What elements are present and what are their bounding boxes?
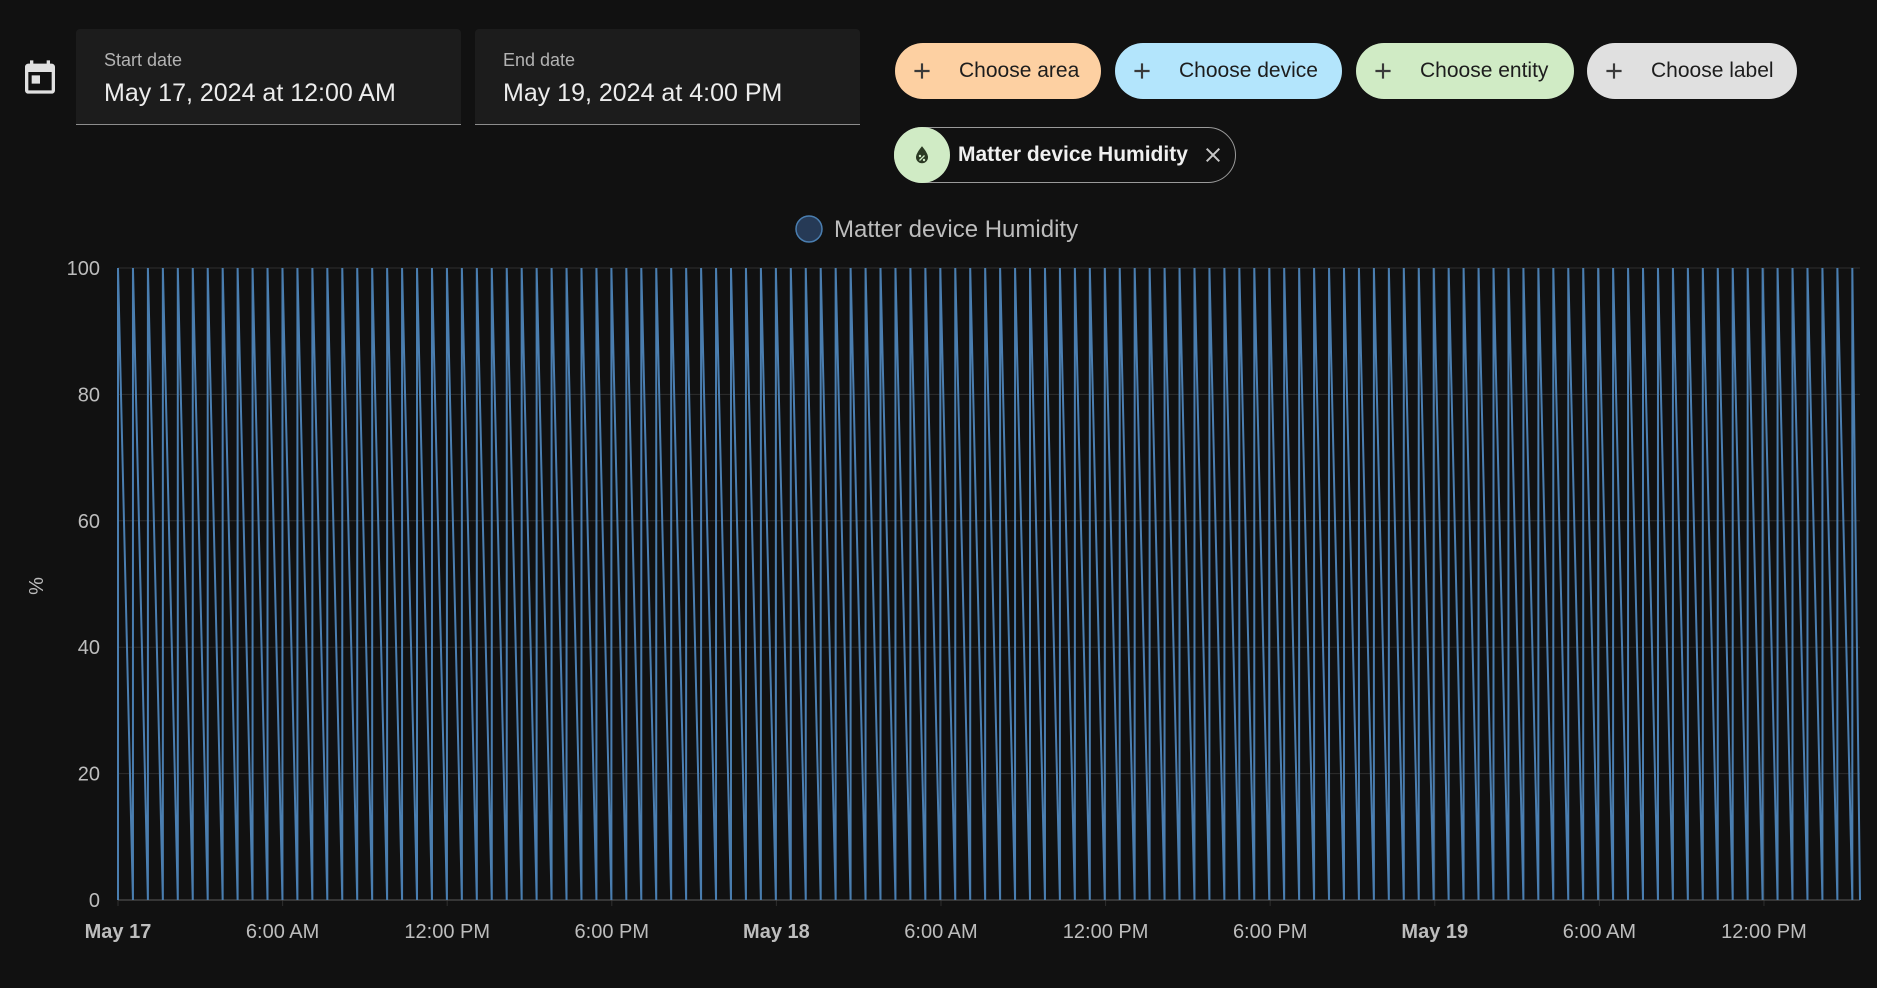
end-date-field[interactable]: End date May 19, 2024 at 4:00 PM (475, 29, 860, 125)
start-date-label: Start date (104, 50, 183, 70)
y-tick-label: 60 (78, 511, 100, 533)
legend-label: Matter device Humidity (834, 216, 1078, 243)
history-chart[interactable]: Matter device Humidity % 100 80 60 40 20 0 Ma… (0, 200, 1877, 988)
x-tick-label: May 17 (85, 921, 152, 943)
water-percent-icon (894, 127, 950, 183)
choose-label-label: Choose label (1651, 59, 1774, 82)
x-tick-label: 6:00 AM (904, 921, 977, 943)
y-tick-label: 80 (78, 384, 100, 406)
y-axis: 100 80 60 40 20 0 (67, 258, 100, 912)
choose-device-label: Choose device (1179, 59, 1318, 82)
close-icon[interactable] (1201, 143, 1225, 167)
plus-icon (1134, 63, 1150, 79)
x-tick-label: 6:00 PM (1233, 921, 1307, 943)
plus-icon (914, 63, 930, 79)
end-date-value: May 19, 2024 at 4:00 PM (503, 79, 783, 107)
selected-entity-chip[interactable]: Matter device Humidity (894, 127, 1236, 183)
choose-area-button[interactable]: Choose area (895, 43, 1101, 99)
calendar-icon[interactable] (20, 55, 60, 99)
choose-area-label: Choose area (959, 59, 1080, 82)
x-tick-label: 6:00 AM (1563, 921, 1636, 943)
x-tick-label: 6:00 AM (246, 921, 319, 943)
y-axis-label: % (26, 577, 48, 595)
x-axis: May 17 6:00 AM 12:00 PM 6:00 PM May 18 6:00 A… (85, 921, 1807, 943)
plus-icon (1375, 63, 1391, 79)
x-tick-label: 12:00 PM (404, 921, 490, 943)
x-tick-label: 6:00 PM (575, 921, 649, 943)
chart-legend[interactable]: Matter device Humidity (795, 215, 1078, 243)
x-tick-label: 12:00 PM (1721, 921, 1807, 943)
selected-entity-name: Matter device Humidity (958, 143, 1188, 166)
start-date-value: May 17, 2024 at 12:00 AM (104, 79, 396, 107)
plus-icon (1606, 63, 1622, 79)
y-tick-label: 0 (89, 890, 100, 912)
choose-label-button[interactable]: Choose label (1587, 43, 1797, 99)
choose-entity-label: Choose entity (1420, 59, 1549, 82)
x-tick-label: May 18 (743, 921, 810, 943)
choose-device-button[interactable]: Choose device (1115, 43, 1342, 99)
y-tick-label: 40 (78, 637, 100, 659)
series-line-humidity (117, 267, 1861, 901)
x-tick-label: 12:00 PM (1063, 921, 1149, 943)
x-tick-label: May 19 (1401, 921, 1468, 943)
end-date-label: End date (503, 50, 576, 70)
y-tick-label: 100 (67, 258, 100, 280)
y-tick-label: 20 (78, 764, 100, 786)
legend-marker (795, 215, 823, 243)
choose-entity-button[interactable]: Choose entity (1356, 43, 1574, 99)
start-date-field[interactable]: Start date May 17, 2024 at 12:00 AM (76, 29, 461, 125)
